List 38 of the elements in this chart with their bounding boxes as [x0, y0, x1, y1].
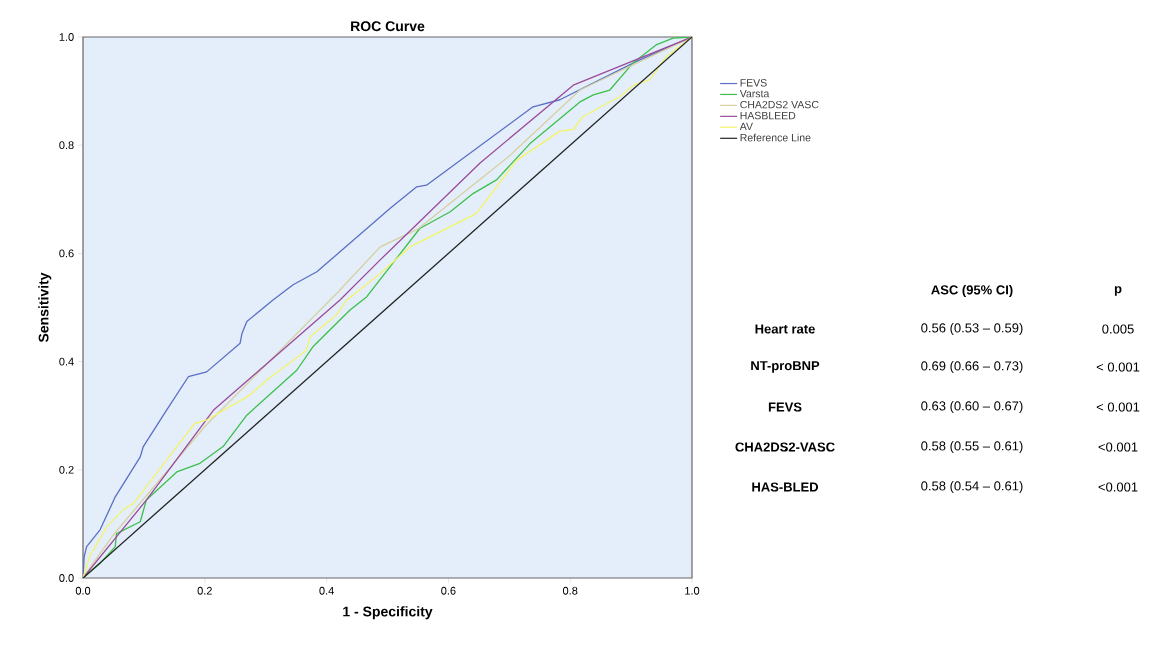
x-tick-label: 0.4 [319, 586, 334, 595]
legend-label: CHA2DS2 VASC [740, 100, 819, 109]
text: < 0.001 [1096, 402, 1140, 412]
chart-title: ROC Curve [351, 21, 425, 32]
legend-label: AV [739, 122, 753, 131]
y-tick-label: 0.6 [59, 249, 74, 258]
text: p [1114, 286, 1122, 296]
text: 0.63 (0.60 – 0.67) [921, 400, 1023, 414]
text: Heart rate [755, 324, 815, 334]
legend-label: Varsta [739, 90, 770, 98]
text: CHA2DS2-VASC [735, 442, 835, 452]
y-tick-label: 0.0 [59, 574, 74, 582]
legend-label: HASBLEED [740, 111, 796, 120]
legend-label: Reference Line [740, 133, 811, 142]
y-axis-title: Sensitivity [38, 272, 52, 343]
text: 0.56 (0.53 – 0.59) [921, 322, 1023, 336]
x-tick-label: 1.0 [685, 586, 700, 595]
x-axis-title: 1 - Specificity [343, 606, 433, 620]
text: 0.58 (0.55 – 0.61) [921, 440, 1023, 454]
text: 0.58 (0.54 – 0.61) [921, 480, 1023, 494]
text: 0.005 [1102, 324, 1134, 334]
text: <0.001 [1098, 482, 1138, 492]
x-tick-label: 0.2 [197, 586, 212, 595]
text: 0.69 (0.66 – 0.73) [921, 360, 1023, 374]
legend-label: FEVS [740, 79, 767, 87]
y-tick-label: 0.8 [59, 141, 74, 150]
text: FEVS [768, 402, 802, 412]
text: NT-proBNP [751, 361, 820, 373]
text: HAS-BLED [752, 482, 819, 492]
x-tick-label: 0.0 [75, 586, 91, 595]
y-tick-label: 0.4 [59, 357, 74, 366]
x-tick-label: 0.6 [441, 586, 456, 595]
text: <0.001 [1098, 442, 1138, 452]
text: ASC (95% CI) [931, 284, 1013, 298]
text: < 0.001 [1096, 362, 1140, 372]
x-tick-label: 0.8 [563, 586, 578, 595]
y-tick-label: 0.2 [59, 465, 74, 474]
y-tick-label: 1.0 [59, 33, 74, 41]
